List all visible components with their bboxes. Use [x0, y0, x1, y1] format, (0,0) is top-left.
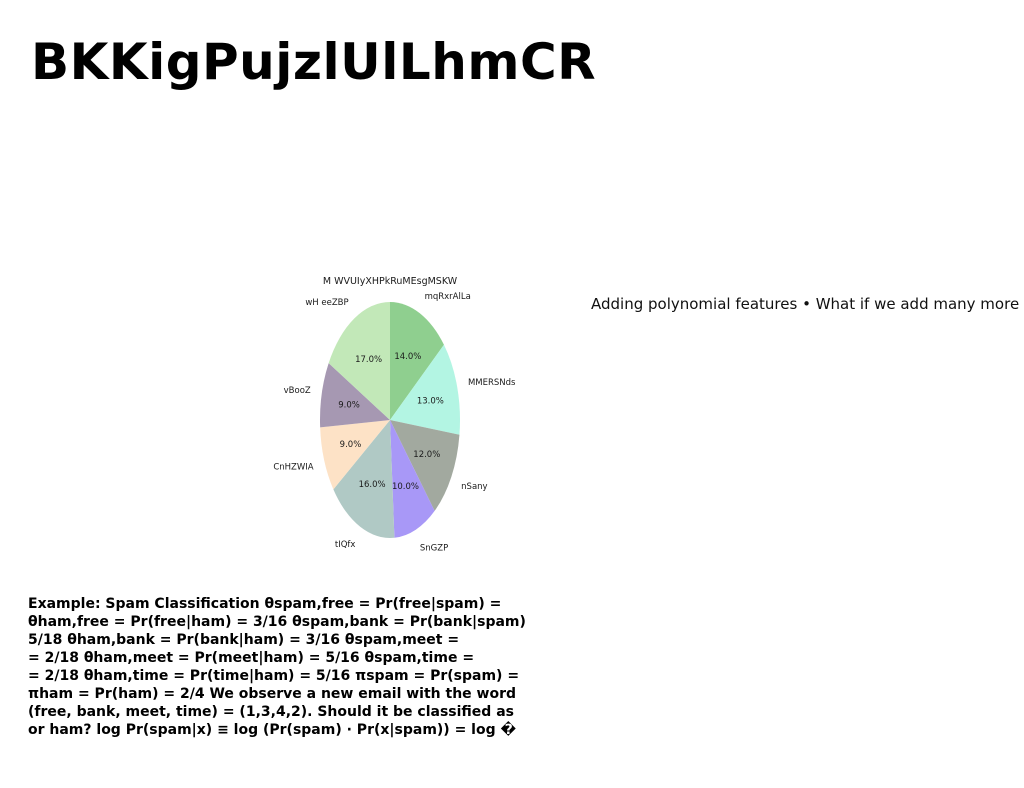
body-line: Example: Spam Classification θspam,free … — [28, 596, 502, 612]
pie-slice-6 — [320, 363, 390, 428]
pie-slice-7 — [328, 302, 390, 420]
pie-slices — [320, 302, 461, 539]
pie-chart: M WVUIyXHPkRuMEsgMSKW 14.0% mqRxrAlLa 13.0… — [270, 262, 520, 554]
pie-slice-category-label: CnHZWIA — [273, 462, 313, 472]
body-text: Example: Spam Classification θspam,free … — [28, 595, 568, 739]
chart-title: M WVUIyXHPkRuMEsgMSKW — [323, 276, 458, 287]
pie-slice-2 — [390, 420, 460, 511]
pie-slice-0 — [390, 302, 444, 420]
body-line: = 2/18 θham,time = Pr(time|ham) = 5/16 π… — [28, 668, 520, 684]
pie-slice-category-label: mqRxrAlLa — [425, 292, 471, 302]
pie-slice-pct-label: 14.0% — [394, 352, 421, 362]
pie-slice-5 — [320, 420, 390, 490]
pie-chart-svg: M WVUIyXHPkRuMEsgMSKW 14.0% mqRxrAlLa 13.0… — [273, 276, 516, 553]
body-line: πham = Pr(ham) = 2/4 We observe a new em… — [28, 686, 517, 702]
pie-slice-category-label: tIQfx — [335, 540, 356, 550]
pie-slice-pct-label: 17.0% — [355, 355, 382, 365]
body-line: or ham? log Pr(spam|x) ≡ log (Pr(spam) ·… — [28, 722, 517, 738]
pie-slice-3 — [390, 420, 435, 538]
body-line: 5/18 θham,bank = Pr(bank|ham) = 3/16 θsp… — [28, 632, 460, 648]
pie-slice-4 — [333, 420, 395, 539]
body-line: = 2/18 θham,meet = Pr(meet|ham) = 5/16 θ… — [28, 650, 475, 666]
side-text: Adding polynomial features • What if we … — [591, 295, 1020, 313]
body-line: (free, bank, meet, time) = (1,3,4,2). Sh… — [28, 704, 514, 720]
pie-slice-category-label: wH eeZBP — [305, 298, 348, 308]
pie-slice-pct-label: 12.0% — [413, 450, 440, 460]
pie-slice-pct-label: 9.0% — [338, 401, 360, 411]
pie-slice-category-label: vBooZ — [284, 386, 311, 396]
body-line: θham,free = Pr(free|ham) = 3/16 θspam,ba… — [28, 614, 526, 630]
page-title: BKKigPujzlUlLhmCR — [31, 33, 597, 91]
pie-slice-category-label: MMERSNds — [468, 378, 516, 388]
pie-labels: 14.0% mqRxrAlLa 13.0% MMERSNds 12.0% nSany 10.… — [273, 292, 516, 553]
pie-slice-pct-label: 9.0% — [340, 440, 362, 450]
pie-slice-pct-label: 13.0% — [417, 396, 444, 406]
pie-slice-pct-label: 10.0% — [392, 482, 419, 492]
pie-slice-pct-label: 16.0% — [359, 480, 386, 490]
pie-slice-1 — [390, 344, 461, 435]
pie-slice-category-label: SnGZP — [420, 543, 448, 553]
pie-slice-category-label: nSany — [461, 482, 487, 492]
